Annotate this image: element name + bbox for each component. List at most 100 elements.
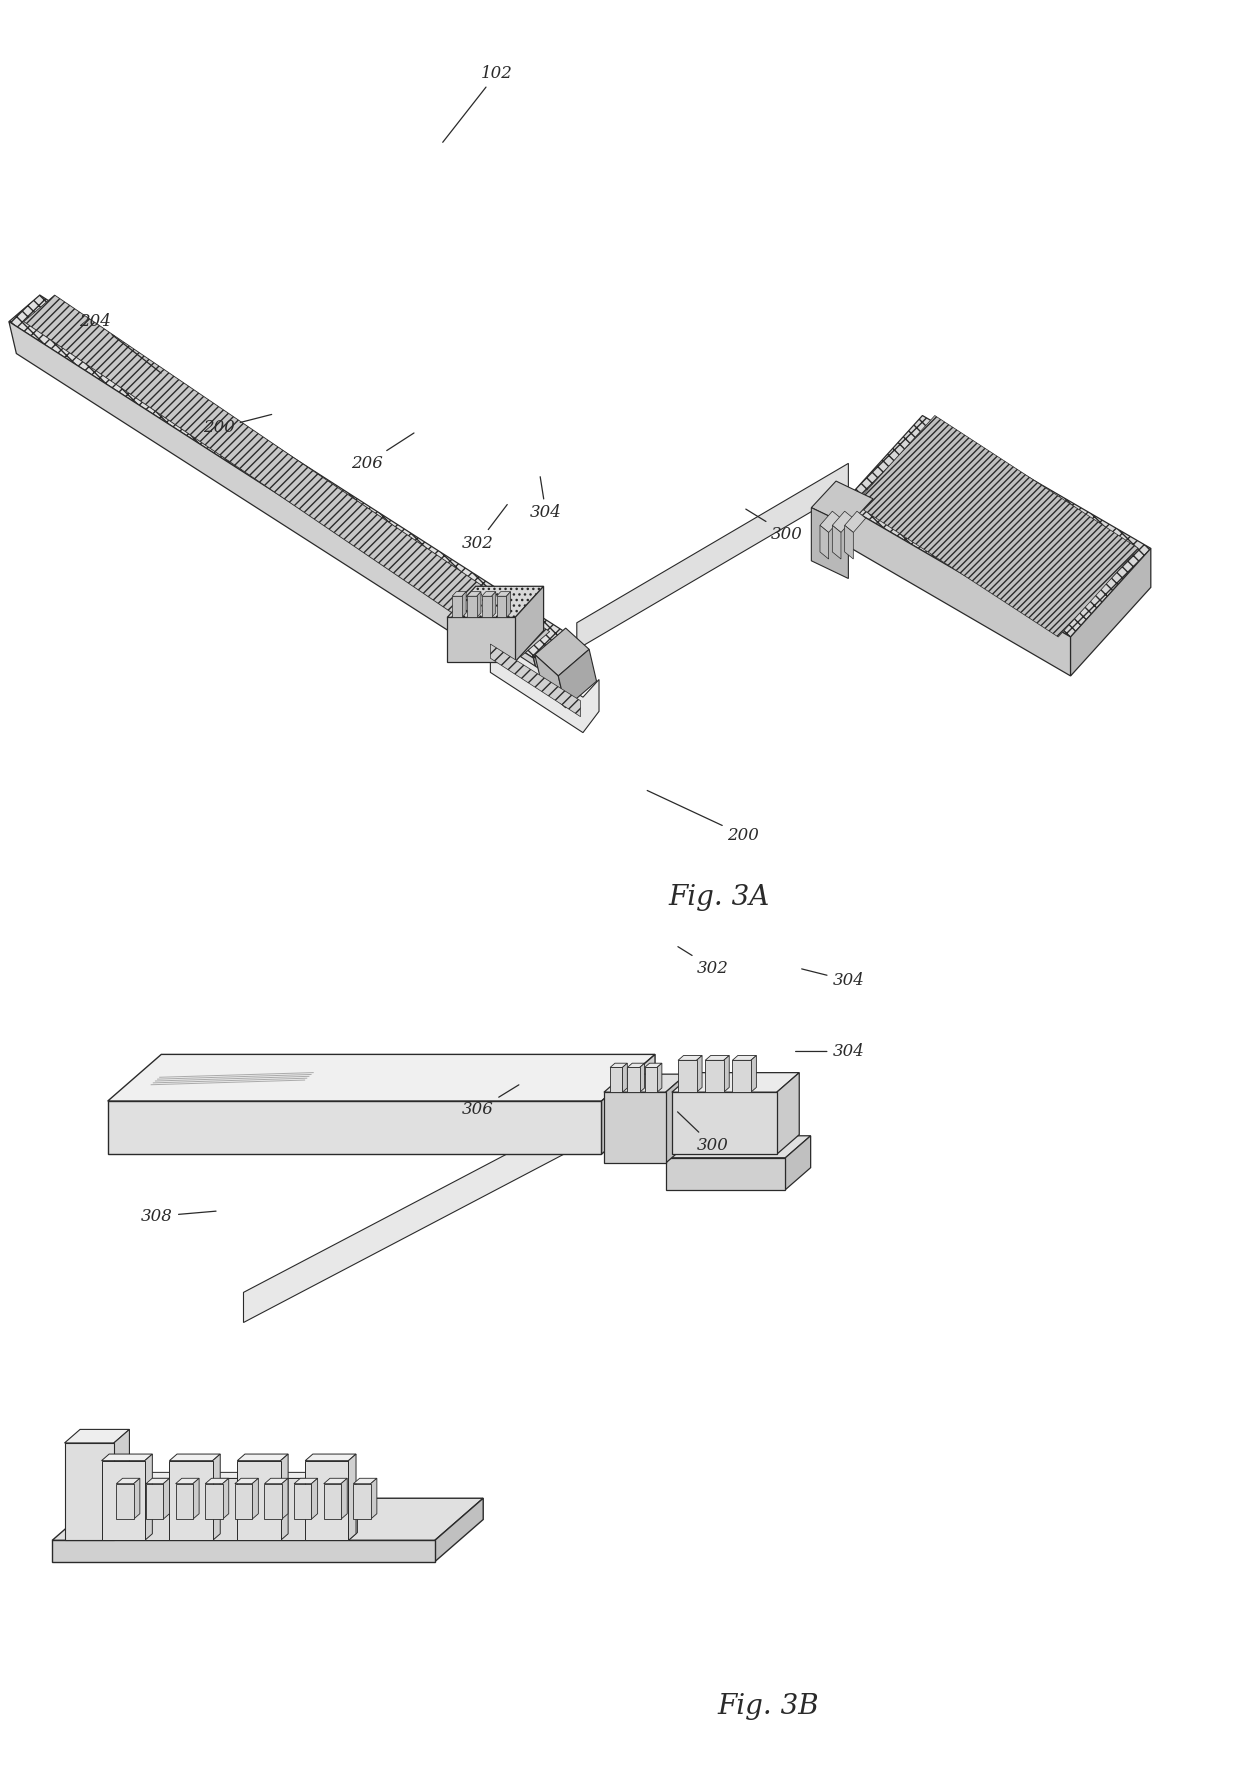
Polygon shape bbox=[9, 322, 541, 689]
Polygon shape bbox=[64, 1429, 129, 1443]
Polygon shape bbox=[490, 643, 580, 716]
Polygon shape bbox=[657, 1063, 662, 1093]
Text: 302: 302 bbox=[678, 947, 729, 977]
Polygon shape bbox=[252, 1478, 258, 1519]
Polygon shape bbox=[264, 1478, 288, 1484]
Polygon shape bbox=[482, 597, 491, 617]
Polygon shape bbox=[453, 597, 463, 617]
Polygon shape bbox=[666, 1136, 811, 1159]
Polygon shape bbox=[234, 1478, 258, 1484]
Polygon shape bbox=[645, 1063, 662, 1068]
Polygon shape bbox=[482, 592, 496, 597]
Polygon shape bbox=[324, 1484, 341, 1519]
Polygon shape bbox=[280, 1473, 343, 1478]
Polygon shape bbox=[326, 1507, 357, 1516]
Polygon shape bbox=[506, 592, 511, 617]
Text: 102: 102 bbox=[443, 66, 512, 142]
Polygon shape bbox=[207, 1502, 233, 1541]
Polygon shape bbox=[102, 1461, 145, 1541]
Polygon shape bbox=[264, 1494, 275, 1541]
Polygon shape bbox=[126, 1487, 164, 1541]
Polygon shape bbox=[627, 1068, 640, 1093]
Polygon shape bbox=[697, 1056, 702, 1093]
Polygon shape bbox=[448, 617, 515, 661]
Polygon shape bbox=[321, 1503, 331, 1541]
Polygon shape bbox=[201, 1473, 263, 1478]
Polygon shape bbox=[120, 1478, 176, 1541]
Polygon shape bbox=[854, 416, 1138, 636]
Polygon shape bbox=[640, 1063, 645, 1093]
Polygon shape bbox=[844, 512, 866, 533]
Polygon shape bbox=[117, 1478, 140, 1484]
Polygon shape bbox=[326, 1516, 348, 1541]
Text: 300: 300 bbox=[677, 1112, 729, 1153]
Polygon shape bbox=[601, 1054, 655, 1155]
Polygon shape bbox=[264, 1484, 281, 1519]
Polygon shape bbox=[776, 1073, 800, 1155]
Polygon shape bbox=[491, 592, 496, 617]
Polygon shape bbox=[490, 636, 599, 732]
Polygon shape bbox=[515, 586, 543, 661]
Polygon shape bbox=[348, 1507, 357, 1541]
Polygon shape bbox=[212, 1454, 221, 1541]
Polygon shape bbox=[453, 592, 466, 597]
Polygon shape bbox=[108, 1102, 601, 1155]
Polygon shape bbox=[811, 508, 848, 579]
Polygon shape bbox=[341, 1478, 347, 1519]
Polygon shape bbox=[170, 1454, 221, 1461]
Polygon shape bbox=[820, 512, 841, 533]
Polygon shape bbox=[371, 1478, 377, 1519]
Polygon shape bbox=[672, 1093, 776, 1155]
Polygon shape bbox=[785, 1136, 811, 1189]
Polygon shape bbox=[706, 1061, 724, 1093]
Polygon shape bbox=[201, 1478, 255, 1541]
Text: 304: 304 bbox=[529, 476, 562, 521]
Text: 304: 304 bbox=[796, 1043, 864, 1059]
Text: 206: 206 bbox=[351, 434, 414, 473]
Polygon shape bbox=[114, 1429, 129, 1541]
Polygon shape bbox=[9, 295, 564, 657]
Polygon shape bbox=[134, 1478, 140, 1519]
Polygon shape bbox=[237, 1454, 288, 1461]
Polygon shape bbox=[281, 1478, 288, 1519]
Polygon shape bbox=[270, 1500, 304, 1509]
Polygon shape bbox=[201, 1484, 213, 1541]
Polygon shape bbox=[176, 1473, 182, 1541]
Text: 200: 200 bbox=[647, 791, 759, 844]
Polygon shape bbox=[164, 1475, 177, 1541]
Text: 300: 300 bbox=[745, 508, 802, 542]
Polygon shape bbox=[239, 1494, 275, 1505]
Polygon shape bbox=[353, 1484, 371, 1519]
Polygon shape bbox=[170, 1484, 213, 1496]
Polygon shape bbox=[299, 1503, 331, 1512]
Polygon shape bbox=[293, 1500, 304, 1541]
Polygon shape bbox=[496, 597, 506, 617]
Polygon shape bbox=[120, 1473, 182, 1478]
Polygon shape bbox=[534, 627, 589, 675]
Polygon shape bbox=[64, 1443, 114, 1541]
Polygon shape bbox=[534, 654, 565, 707]
Polygon shape bbox=[305, 1454, 356, 1461]
Polygon shape bbox=[666, 1159, 785, 1189]
Polygon shape bbox=[146, 1484, 164, 1519]
Text: Fig. 3A: Fig. 3A bbox=[668, 883, 769, 912]
Text: 204: 204 bbox=[79, 313, 161, 373]
Polygon shape bbox=[832, 526, 841, 560]
Polygon shape bbox=[645, 1068, 657, 1093]
Polygon shape bbox=[206, 1478, 228, 1484]
Polygon shape bbox=[280, 1454, 288, 1541]
Polygon shape bbox=[145, 1454, 153, 1541]
Polygon shape bbox=[842, 416, 1151, 636]
Polygon shape bbox=[237, 1461, 280, 1541]
Polygon shape bbox=[353, 1478, 377, 1484]
Polygon shape bbox=[558, 649, 596, 707]
Polygon shape bbox=[610, 1063, 627, 1068]
Polygon shape bbox=[117, 1484, 134, 1519]
Polygon shape bbox=[294, 1484, 311, 1519]
Polygon shape bbox=[844, 526, 853, 560]
Polygon shape bbox=[477, 592, 481, 617]
Polygon shape bbox=[604, 1093, 666, 1164]
Polygon shape bbox=[170, 1461, 212, 1541]
Polygon shape bbox=[832, 512, 853, 533]
Polygon shape bbox=[1070, 549, 1151, 675]
